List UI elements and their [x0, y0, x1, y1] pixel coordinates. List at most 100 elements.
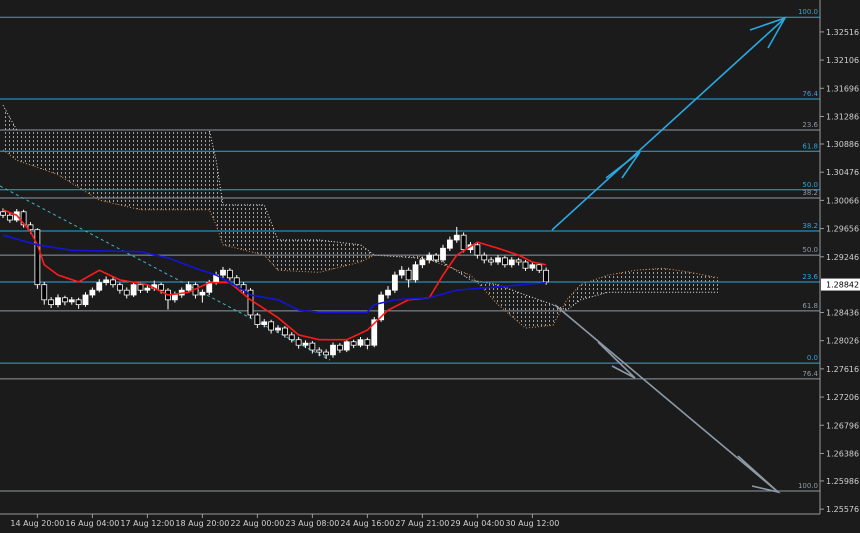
- candle-body: [446, 239, 453, 249]
- candle-body: [453, 234, 460, 241]
- x-tick-label: 30 Aug 12:00: [505, 519, 559, 528]
- candle-body: [529, 264, 536, 269]
- y-tick-label: 1.29246: [826, 253, 859, 262]
- fib-label: 0.0: [807, 354, 818, 362]
- candle-body: [309, 342, 316, 351]
- candle-body: [398, 269, 405, 276]
- candle-body: [426, 254, 433, 261]
- candle-body: [474, 244, 481, 256]
- x-tick-label: 27 Aug 21:00: [395, 519, 449, 528]
- arrow-up: [551, 17, 786, 231]
- candle-body: [6, 214, 13, 221]
- candle-body: [247, 289, 254, 316]
- arrow-head: [737, 455, 781, 494]
- candle-layer: [0, 208, 550, 359]
- candle-body: [103, 279, 110, 284]
- trend-line: [0, 185, 331, 361]
- fib-label: 38.2: [802, 189, 818, 197]
- candle-body: [336, 344, 343, 351]
- candle-body: [75, 299, 82, 306]
- candle-body: [433, 254, 440, 261]
- price-axis-bg: [820, 0, 860, 533]
- candle-body: [536, 264, 543, 271]
- candle-body: [508, 259, 515, 266]
- candle-body: [378, 294, 385, 321]
- candle-body: [288, 334, 295, 341]
- candle-body: [233, 277, 240, 286]
- candle-body: [385, 289, 391, 296]
- y-tick-label: 1.31696: [826, 84, 859, 93]
- y-tick-label: 1.26796: [826, 421, 859, 430]
- x-tick-label: 22 Aug 00:00: [230, 519, 284, 528]
- candle-body: [419, 259, 426, 266]
- fib-label: 38.2: [802, 222, 818, 230]
- fib-label: 23.6: [802, 273, 818, 281]
- candle-body: [220, 269, 226, 276]
- y-tick-label: 1.28026: [826, 337, 859, 346]
- arrow-head: [597, 341, 636, 379]
- y-tick-label: 1.31286: [826, 112, 859, 121]
- fib-label: 50.0: [802, 181, 818, 189]
- candle-body: [61, 297, 68, 303]
- candle-body: [495, 257, 501, 263]
- x-tick-label: 24 Aug 16:00: [340, 519, 394, 528]
- candle-body: [41, 284, 48, 301]
- candle-body: [343, 341, 350, 351]
- y-tick-label: 1.25986: [826, 477, 859, 486]
- candle-body: [543, 269, 550, 283]
- candle-body: [412, 264, 419, 281]
- fib-label: 76.4: [802, 370, 818, 378]
- candle-body: [20, 211, 27, 226]
- candle-body: [96, 282, 103, 291]
- candle-body: [82, 294, 89, 306]
- candle-body: [391, 274, 398, 291]
- candle-body: [515, 259, 522, 263]
- candle-body: [261, 321, 268, 325]
- span-b: [2, 104, 718, 311]
- fib-label: 100.0: [798, 482, 818, 490]
- arrow-head: [605, 151, 641, 179]
- candle-body: [34, 229, 41, 286]
- candle-body: [199, 291, 206, 296]
- y-tick-label: 1.32516: [826, 28, 859, 37]
- candle-body: [27, 224, 34, 231]
- x-tick-label: 14 Aug 20:00: [10, 519, 64, 528]
- candle-body: [275, 327, 281, 331]
- current-price-label: 1.28842: [826, 281, 859, 290]
- time-axis-bg: [0, 514, 860, 533]
- candle-body: [350, 341, 357, 346]
- candle-body: [254, 314, 261, 325]
- candle-body: [481, 254, 488, 261]
- y-tick-label: 1.30066: [826, 196, 859, 205]
- candle-body: [295, 339, 302, 346]
- candle-body: [268, 321, 275, 331]
- fib-label: 100.0: [798, 8, 818, 16]
- x-tick-label: 16 Aug 04:00: [65, 519, 119, 528]
- y-tick-label: 1.27206: [826, 393, 859, 402]
- candle-body: [185, 284, 192, 291]
- candle-body: [316, 349, 323, 353]
- fib-label: 61.8: [802, 142, 818, 150]
- tenkan-line: [2, 208, 547, 341]
- arrow-down: [554, 304, 779, 493]
- candle-body: [144, 287, 151, 291]
- candle-body: [0, 211, 6, 216]
- y-tick-label: 1.26386: [826, 449, 859, 458]
- candle-body: [323, 351, 330, 356]
- candle-body: [226, 269, 233, 279]
- x-tick-label: 29 Aug 04:00: [450, 519, 504, 528]
- candle-body: [460, 234, 467, 251]
- fib-label: 76.4: [802, 90, 818, 98]
- y-tick-label: 1.27616: [826, 365, 859, 374]
- arrow-head: [749, 16, 787, 49]
- candle-body: [130, 284, 137, 296]
- candle-body: [158, 284, 165, 291]
- candle-body: [522, 261, 529, 269]
- candle-body: [488, 259, 495, 263]
- x-tick-label: 17 Aug 12:00: [120, 519, 174, 528]
- candle-body: [405, 269, 412, 281]
- candle-body: [440, 247, 446, 261]
